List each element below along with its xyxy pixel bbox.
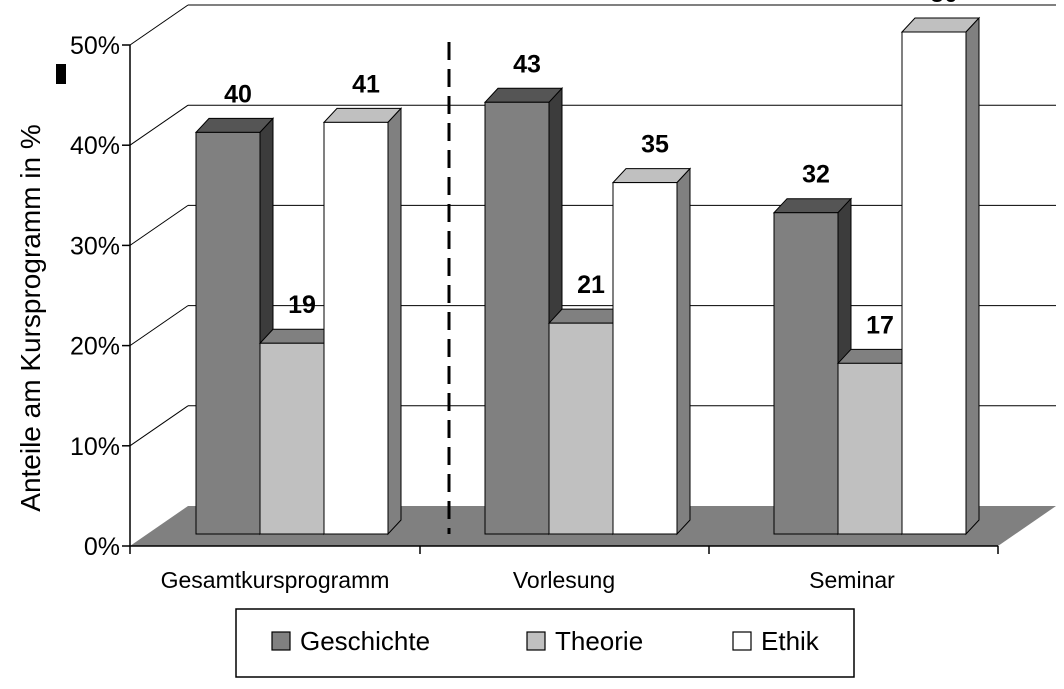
bar-ethik-gesamtkursprogramm: [323, 121, 389, 535]
data-label: 19: [288, 291, 316, 319]
data-label: 41: [352, 70, 380, 98]
data-label: 50: [930, 0, 958, 8]
y-tick-label: 20%: [70, 333, 120, 361]
y-tick-label: 0%: [84, 533, 120, 561]
category-label: Vorlesung: [513, 567, 615, 593]
gridline-diagonal: [129, 305, 189, 347]
category-label: Seminar: [809, 567, 895, 593]
legend-swatch-ethik: [732, 631, 752, 651]
gridline-diagonal: [129, 204, 189, 246]
legend-label-geschichte: Geschichte: [300, 626, 430, 656]
marker-block: [56, 64, 66, 84]
bar-geschichte-seminar: [773, 212, 839, 535]
legend-swatch-geschichte: [271, 631, 291, 651]
y-tick-label: 40%: [70, 132, 120, 160]
data-labels: 40 19 41 43 21 35 32 17 50: [224, 0, 958, 339]
bar-theorie-gesamtkursprogramm: [259, 342, 325, 535]
data-label: 21: [577, 271, 605, 299]
data-label: 40: [224, 80, 252, 108]
bar-ethik-seminar: [901, 31, 967, 535]
data-label: 43: [513, 50, 541, 78]
category-label: Gesamtkursprogramm: [161, 567, 390, 593]
legend-label-theorie: Theorie: [555, 626, 643, 656]
y-tick-label: 30%: [70, 232, 120, 260]
legend-label-ethik: Ethik: [761, 626, 820, 656]
gridline-diagonal: [129, 4, 189, 46]
gridline-diagonal: [129, 405, 189, 447]
y-axis-title: Anteile am Kursprogramm in %: [15, 124, 46, 511]
data-label: 17: [866, 311, 894, 339]
bar-ethik-vorlesung: [612, 182, 678, 535]
bar-side-ethik: [965, 16, 980, 536]
y-tick-labels: 0% 10% 20% 30% 40% 50%: [70, 32, 120, 561]
bar-side-ethik: [387, 107, 402, 536]
bar-theorie-vorlesung: [548, 322, 614, 535]
bar-side-ethik: [676, 167, 691, 536]
y-tick-label: 10%: [70, 433, 120, 461]
legend-swatch-theorie: [526, 631, 546, 651]
data-label: 35: [641, 131, 669, 159]
axes: [56, 44, 999, 554]
bar-theorie-seminar: [837, 362, 903, 535]
y-tick-label: 50%: [70, 32, 120, 60]
category-labels: Gesamtkursprogramm Vorlesung Seminar: [161, 567, 896, 593]
gridline-diagonal: [129, 104, 189, 146]
data-label: 32: [802, 161, 830, 189]
legend: Geschichte Theorie Ethik: [235, 608, 855, 678]
bar-geschichte-gesamtkursprogramm: [195, 131, 261, 535]
bars: [194, 16, 981, 536]
bar-geschichte-vorlesung: [484, 101, 550, 535]
